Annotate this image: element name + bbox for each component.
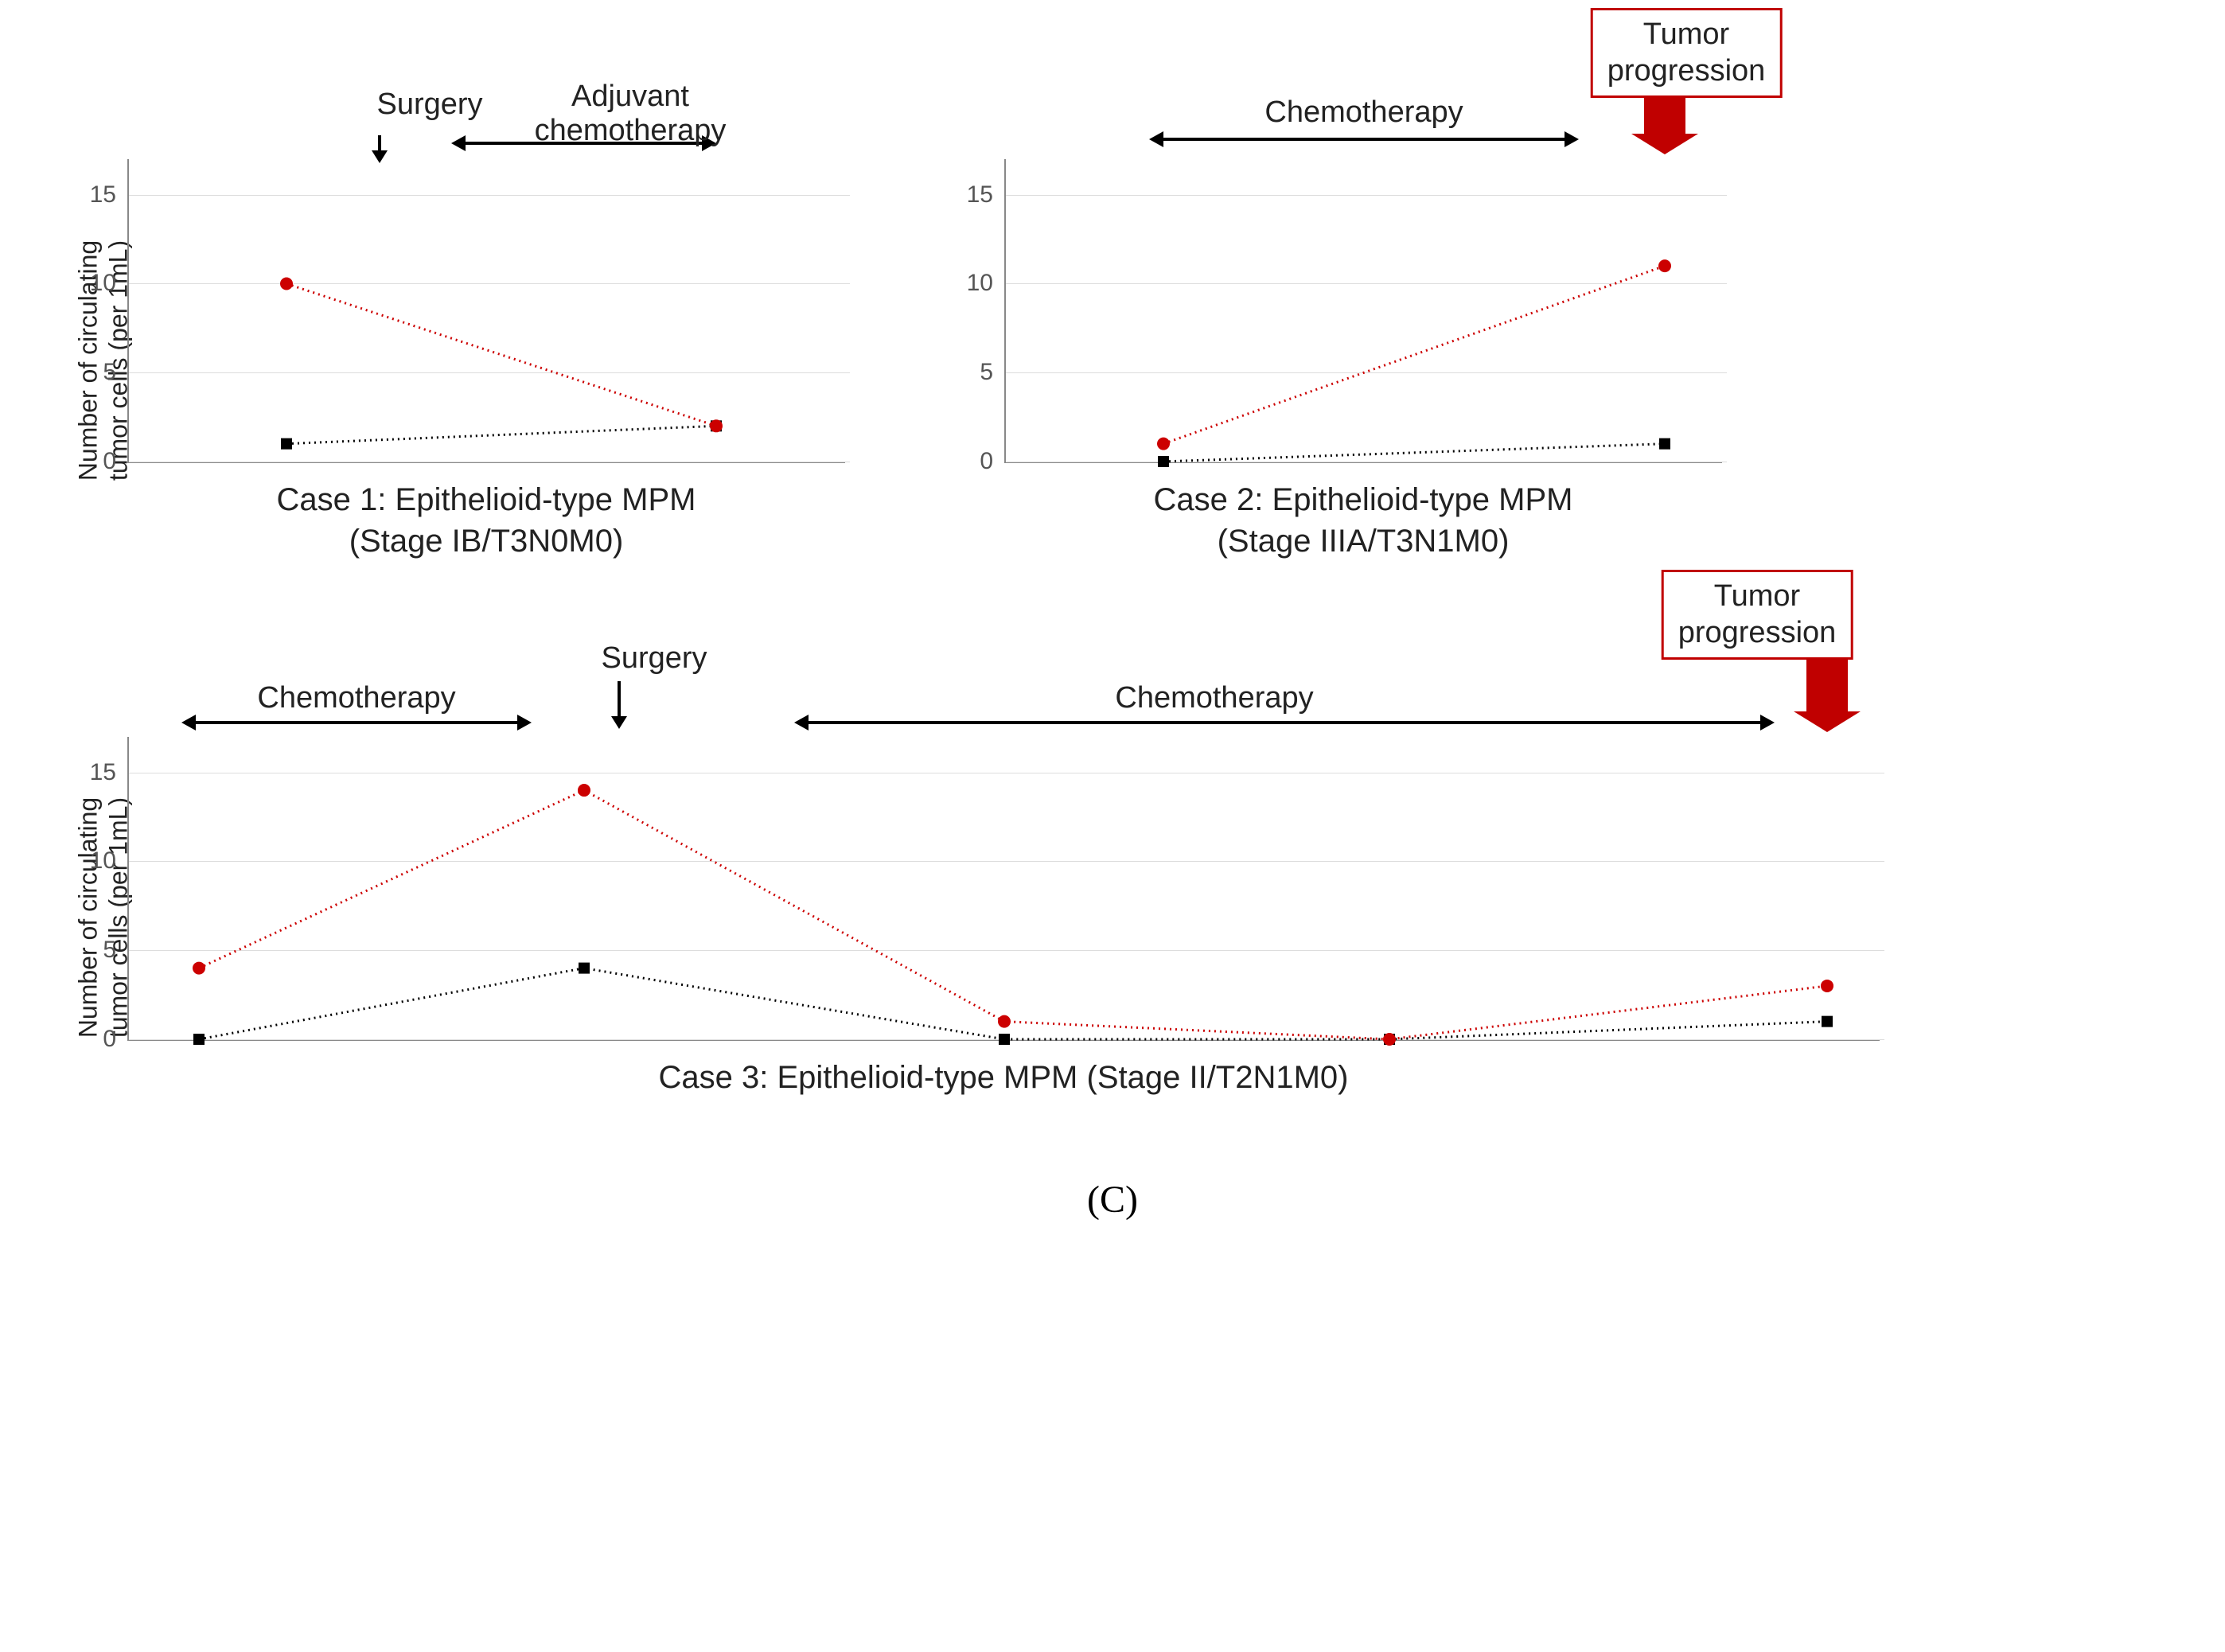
tumor-progression-arrow-icon (1794, 657, 1861, 732)
subfigure-label: (C) (32, 1178, 2193, 1221)
row-top: Number of circulatingtumor cells (per 1m… (32, 159, 2193, 562)
y-tick-label: 5 (103, 359, 129, 386)
annotation-chemo: Chemotherapy (1264, 95, 1463, 130)
arrowhead-icon (1149, 131, 1163, 147)
y-tick-label: 5 (980, 359, 1006, 386)
arrowhead-icon (794, 715, 809, 731)
arrowhead-icon (372, 150, 388, 163)
panel-case1: Number of circulatingtumor cells (per 1m… (127, 159, 845, 562)
annotations-svg (129, 0, 925, 462)
y-tick-label: 10 (967, 270, 1006, 297)
panel-case3: Number of circulatingtumor cells (per 1m… (127, 737, 1880, 1098)
arrowhead-icon (451, 135, 466, 151)
y-axis-label: Number of circulatingtumor cells (per 1m… (73, 797, 134, 1038)
row-bottom: Number of circulatingtumor cells (per 1m… (32, 737, 2193, 1098)
figure-c: Number of circulatingtumor cells (per 1m… (32, 159, 2193, 1221)
annotation-chemo1: Chemotherapy (257, 681, 455, 715)
y-tick-label: 5 (103, 937, 129, 964)
tumor-progression-box: Tumorprogression (1591, 8, 1783, 98)
plot-area-case3: 051015ChemotherapySurgeryChemotherapyTum… (127, 737, 1880, 1041)
caption-case3: Case 3: Epithelioid-type MPM (Stage II/T… (127, 1057, 1880, 1098)
annotation-adjuvant: Adjuvantchemotherapy (535, 80, 727, 148)
arrowhead-icon (1760, 715, 1775, 731)
arrowhead-icon (517, 715, 532, 731)
annotation-chemo2: Chemotherapy (1115, 681, 1313, 715)
y-tick-label: 0 (103, 448, 129, 475)
annotation-surgery: Surgery (601, 641, 707, 676)
panel-case2: 051015ChemotherapyTumorprogression Case … (1004, 159, 1722, 562)
plot-area-case2: 051015ChemotherapyTumorprogression (1004, 159, 1722, 463)
annotation-surgery: Surgery (376, 88, 482, 122)
plot-area-case1: 051015SurgeryAdjuvantchemotherapy (127, 159, 845, 463)
y-tick-label: 15 (90, 759, 129, 786)
y-tick-label: 15 (90, 181, 129, 208)
y-tick-label: 10 (90, 847, 129, 875)
arrowhead-icon (611, 716, 627, 729)
tumor-progression-box: Tumorprogression (1662, 570, 1853, 660)
y-tick-label: 15 (967, 181, 1006, 208)
arrowhead-icon (1565, 131, 1579, 147)
arrowhead-icon (181, 715, 196, 731)
y-tick-label: 0 (103, 1026, 129, 1053)
y-tick-label: 10 (90, 270, 129, 297)
y-tick-label: 0 (980, 448, 1006, 475)
tumor-progression-arrow-icon (1631, 95, 1698, 154)
